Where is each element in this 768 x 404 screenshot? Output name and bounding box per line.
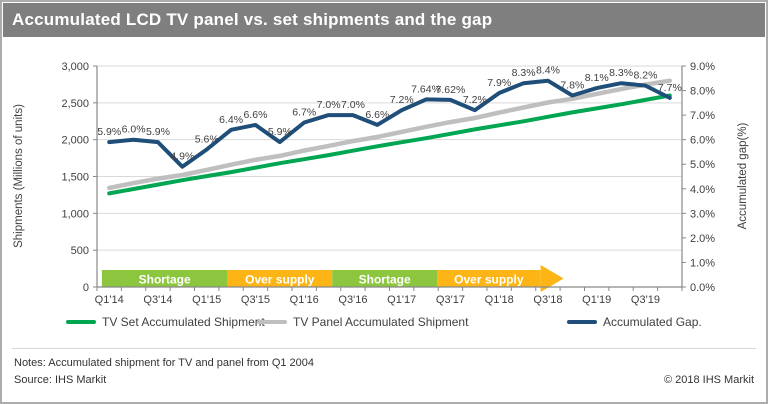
svg-text:Over supply: Over supply [245,273,315,287]
band-1 [227,270,333,287]
svg-text:7.62%: 7.62% [436,84,466,96]
svg-text:4.0%: 4.0% [690,184,715,196]
source-text: Source: IHS Markit [14,373,107,386]
svg-text:6.6%: 6.6% [243,109,267,121]
svg-text:1,500: 1,500 [61,172,89,184]
series-line-0 [107,93,672,196]
svg-text:2,000: 2,000 [61,135,89,147]
svg-text:5.6%: 5.6% [195,133,219,145]
gap-line-swatch [567,320,597,324]
svg-text:7.0%: 7.0% [341,99,365,111]
svg-text:8.2%: 8.2% [633,70,657,82]
svg-text:7.2%: 7.2% [463,94,487,106]
svg-text:4.9%: 4.9% [170,151,194,163]
footer: Notes: Accumulated shipment for TV and p… [12,348,756,388]
svg-text:Q3'17: Q3'17 [436,294,465,306]
svg-text:Q1'17: Q1'17 [387,294,416,306]
svg-text:8.0%: 8.0% [690,86,715,98]
svg-text:7.7%: 7.7% [658,82,682,94]
svg-text:Q1'18: Q1'18 [485,294,514,306]
svg-text:Over supply: Over supply [454,273,524,287]
svg-text:7.9%: 7.9% [487,77,511,89]
svg-text:Q1'14: Q1'14 [95,294,124,306]
svg-text:2,500: 2,500 [61,98,89,110]
gap-data-labels: 5.9% 6.0% 5.9%4.9%5.6%6.4% 6.6%5.9%6.7%7.0%… [97,65,682,163]
svg-text:8.1%: 8.1% [585,72,609,84]
series-line-2 [107,78,672,169]
svg-text:7.64%: 7.64% [411,83,441,95]
svg-text:Q3'16: Q3'16 [338,294,367,306]
band-arrow-icon [540,265,564,292]
copyright-text: © 2018 IHS Markit [663,373,754,386]
svg-text:1,000: 1,000 [61,208,89,220]
svg-text:6.0%: 6.0% [122,124,146,136]
tv-set-line-swatch [66,320,96,324]
svg-text:5.0%: 5.0% [690,159,715,171]
svg-text:Q3'15: Q3'15 [241,294,270,306]
svg-text:7.0%: 7.0% [690,110,715,122]
notes-text: Notes: Accumulated shipment for TV and p… [14,357,315,369]
svg-text:5.9%: 5.9% [268,126,292,138]
svg-text:9.0%: 9.0% [690,61,715,73]
svg-text:2.0%: 2.0% [690,233,715,245]
legend-label-tv-set: TV Set Accumulated Shipment [102,315,265,329]
svg-text:7.8%: 7.8% [560,79,584,91]
svg-text:7.2%: 7.2% [390,94,414,106]
svg-text:Shortage: Shortage [139,273,191,287]
legend-label-tv-panel: TV Panel Accumulated Shipment [293,315,469,329]
legend: TV Set Accumulated Shipment TV Panel Acc… [2,310,766,336]
svg-text:5.9%: 5.9% [97,126,121,138]
svg-text:8.4%: 8.4% [536,65,560,77]
band-0 [101,270,228,287]
svg-text:6.7%: 6.7% [292,106,316,118]
svg-text:Q3'18: Q3'18 [533,294,562,306]
chart-canvas: Shortage Over supply Shortage Over supply 0 5… [13,61,749,306]
axes: 0 500 1,000 1,500 2,000 2,500 3,000 0.0% 1.0% 2.0… [61,61,715,306]
svg-text:Q1'16: Q1'16 [290,294,319,306]
svg-text:6.4%: 6.4% [219,114,243,126]
svg-text:7.0%: 7.0% [317,99,341,111]
svg-text:3.0%: 3.0% [690,208,715,220]
legend-item-tv-set: TV Set Accumulated Shipment [66,315,265,329]
svg-text:Q3'19: Q3'19 [631,294,660,306]
tv-panel-line-swatch [257,320,287,324]
legend-label-gap: Accumulated Gap. [603,315,702,329]
legend-item-gap: Accumulated Gap. [567,315,702,329]
chart-plot-region: Shortage Over supply Shortage Over supply 0 5… [2,38,768,310]
band-3 [437,270,541,287]
svg-text:Q1'19: Q1'19 [582,294,611,306]
svg-text:Q1'15: Q1'15 [192,294,221,306]
right-axis-title: Accumulated gap(%) [737,122,749,229]
svg-text:6.6%: 6.6% [365,109,389,121]
left-axis-title: Shipments (Millions of units) [13,104,25,248]
svg-text:1.0%: 1.0% [690,257,715,269]
svg-text:8.3%: 8.3% [609,67,633,79]
svg-text:8.3%: 8.3% [512,67,536,79]
legend-item-tv-panel: TV Panel Accumulated Shipment [257,315,468,329]
svg-text:5.9%: 5.9% [146,126,170,138]
svg-text:500: 500 [71,245,89,257]
svg-text:3,000: 3,000 [61,61,89,73]
band-2 [332,270,438,287]
svg-text:6.0%: 6.0% [690,135,715,147]
supply-bands: Shortage Over supply Shortage Over supply [101,265,564,292]
svg-text:Shortage: Shortage [359,273,411,287]
series-line-1 [106,78,673,191]
svg-text:0.0%: 0.0% [690,282,715,294]
svg-text:0: 0 [83,282,89,294]
svg-text:Q3'14: Q3'14 [143,294,172,306]
chart-title: Accumulated LCD TV panel vs. set shipmen… [3,3,765,37]
